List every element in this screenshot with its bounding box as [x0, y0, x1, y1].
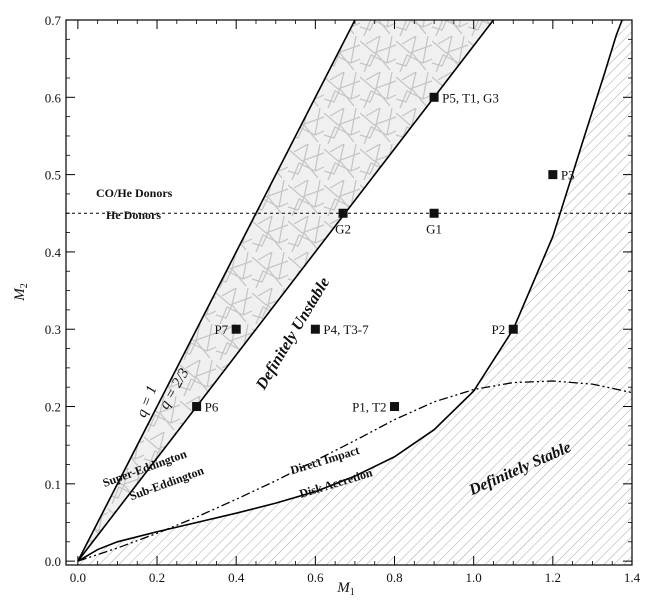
data-point-label: P3: [561, 168, 575, 183]
x-tick-label: 0.4: [228, 570, 245, 585]
data-point-label: P5, T1, G3: [442, 90, 499, 105]
data-point-label: G2: [335, 221, 351, 236]
x-tick-label: 1.4: [624, 570, 641, 585]
data-point-label: P2: [492, 322, 506, 337]
x-tick-label: 1.2: [545, 570, 561, 585]
data-point: [429, 92, 439, 102]
x-axis-title: M1: [336, 580, 355, 598]
curves-layer: [66, 19, 633, 562]
ticks-layer: 0.0 0.2 0.4 0.6 0.8 1.0 1.2 1.4 0.0 0.1 0.2 0.3 0.4 0…: [45, 13, 641, 585]
y-tick-label: 0.7: [45, 13, 62, 28]
x-tick-label: 0.2: [149, 570, 165, 585]
q23-line: [77, 19, 495, 562]
x-tick-label: 1.0: [466, 570, 482, 585]
data-point: [310, 324, 320, 334]
y-tick-label: 0.0: [45, 554, 61, 569]
data-point: [338, 208, 348, 218]
x-tick-label: 0.6: [307, 570, 324, 585]
y-axis-title: M2: [12, 283, 30, 302]
he-boundary-label-above: CO/He Donors: [96, 186, 173, 200]
data-point: [390, 402, 400, 412]
data-point: [508, 324, 518, 334]
x-tick-label: 0.8: [386, 570, 402, 585]
plot-frame: [65, 19, 633, 566]
y-tick-label: 0.5: [45, 168, 61, 183]
stable-region: [77, 20, 632, 565]
data-point: [192, 402, 202, 412]
y-tick-label: 0.4: [45, 245, 62, 260]
y-tick-label: 0.1: [45, 477, 61, 492]
data-point-label: P7: [214, 322, 228, 337]
data-point-label: G1: [426, 221, 442, 236]
direct-impact-curve: [77, 19, 623, 562]
x-tick-label: 0.0: [70, 570, 86, 585]
data-point-label: P6: [205, 400, 219, 415]
y-tick-label: 0.2: [45, 400, 61, 415]
data-point-label: P1, T2: [352, 400, 386, 415]
q1-line: [77, 19, 356, 562]
he-boundary-label-below: He Donors: [106, 208, 161, 222]
data-point: [548, 170, 558, 180]
data-point: [231, 324, 241, 334]
y-tick-label: 0.3: [45, 322, 61, 337]
y-tick-label: 0.6: [45, 90, 62, 105]
data-point-label: P4, T3-7: [323, 322, 369, 337]
data-point: [429, 208, 439, 218]
points-layer: P1, T2 P2 P3 P4, T3-7 P5, T1, G3 P6 P7 G1 G2: [192, 90, 575, 415]
